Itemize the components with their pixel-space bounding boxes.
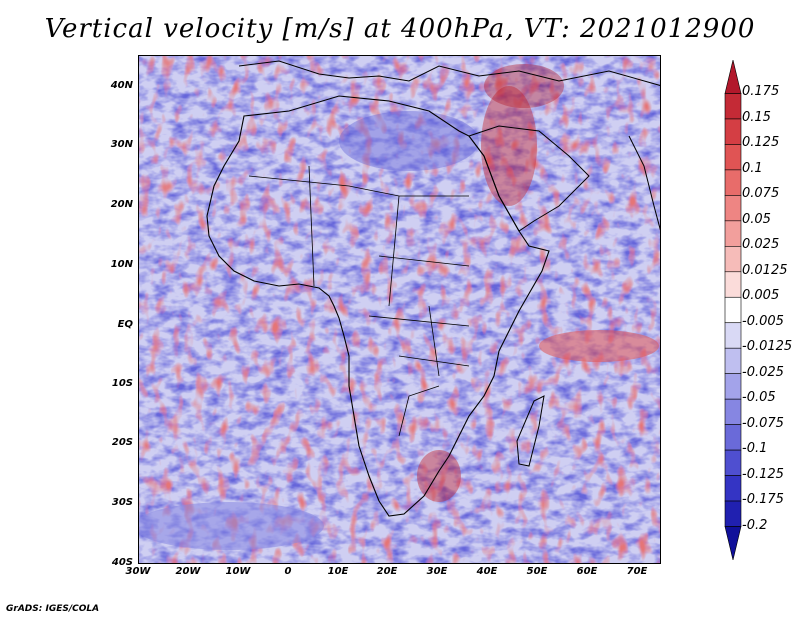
colorbar-swatch — [724, 500, 742, 527]
lon-label-50e: 50E — [526, 566, 548, 577]
ascent-band-indian-ocean — [539, 330, 659, 362]
velocity-field-map — [139, 56, 660, 563]
colorbar-swatch — [724, 296, 742, 324]
lon-label-30e: 30E — [426, 566, 448, 577]
lon-label-40e: 40E — [476, 566, 498, 577]
lat-label-20n: 20N — [110, 199, 133, 210]
colorbar-swatch — [724, 398, 742, 425]
lat-label-40s: 40S — [111, 557, 133, 568]
map-plot-area[interactable] — [138, 55, 661, 564]
colorbar-label: 0.075 — [742, 186, 780, 202]
lon-label-70e: 70E — [626, 566, 648, 577]
colorbar-label: -0.125 — [742, 466, 784, 482]
ascent-core-middle-east — [484, 64, 564, 108]
lat-label-10n: 10N — [110, 259, 133, 270]
colorbar-swatch — [724, 246, 742, 273]
india-coastline — [628, 135, 660, 231]
lon-label-0: 0 — [284, 566, 292, 577]
grads-credit: GrADS: IGES/COLA — [6, 604, 100, 614]
field-noise-texture — [139, 56, 660, 563]
arabia-coastline — [468, 125, 590, 232]
colorbar-label: -0.175 — [742, 492, 784, 508]
colorbar-label: 0.0125 — [742, 262, 788, 278]
lon-label-20w: 20W — [175, 566, 201, 577]
europe-coastline — [238, 60, 660, 86]
colorbar-label: 0.175 — [742, 84, 780, 100]
colorbar-label: -0.005 — [742, 313, 784, 329]
colorbar-label: 0.05 — [742, 211, 771, 227]
colorbar-label: -0.2 — [742, 517, 768, 533]
colorbar-label: 0.1 — [742, 160, 763, 176]
country-borders — [248, 165, 470, 437]
colorbar-swatch — [724, 271, 742, 298]
lat-label-10s: 10S — [111, 378, 133, 389]
lat-label-20s: 20S — [111, 437, 133, 448]
madagascar-coastline — [516, 395, 545, 467]
colorbar-label: 0.15 — [742, 109, 771, 125]
ascent-core-southern-africa — [417, 450, 461, 502]
colorbar-label: -0.025 — [742, 364, 784, 380]
lon-label-10e: 10E — [327, 566, 349, 577]
colorbar-swatch — [724, 475, 742, 502]
colorbar-swatch — [724, 347, 742, 374]
colorbar-swatch — [724, 526, 742, 560]
colorbar-swatch — [724, 169, 742, 196]
lat-label-40n: 40N — [110, 80, 133, 91]
colorbar-label: -0.1 — [742, 441, 768, 457]
descent-core-sahara — [339, 111, 479, 171]
colorbar-swatch — [724, 60, 742, 94]
colorbar-swatch — [724, 449, 742, 476]
colorbar-label: 0.125 — [742, 135, 780, 151]
colorbar-swatch — [724, 93, 742, 120]
descent-band-south-atlantic — [139, 502, 324, 550]
ascent-core-arabia — [481, 86, 537, 206]
colorbar-label: 0.005 — [742, 288, 780, 304]
colorbar — [724, 60, 742, 560]
colorbar-swatch — [724, 195, 742, 222]
lon-label-10w: 10W — [225, 566, 251, 577]
colorbar-label: 0.025 — [742, 237, 780, 253]
colorbar-swatch — [724, 373, 742, 400]
lon-label-20e: 20E — [376, 566, 398, 577]
map-title: Vertical velocity [m/s] at 400hPa, VT: 2… — [44, 14, 756, 44]
colorbar-swatch — [724, 322, 742, 349]
colorbar-swatch — [724, 144, 742, 171]
colorbar-label: -0.05 — [742, 390, 776, 406]
colorbar-swatches — [724, 60, 742, 560]
lon-label-30w: 30W — [125, 566, 151, 577]
colorbar-swatch — [724, 220, 742, 247]
lat-label-30n: 30N — [110, 139, 133, 150]
colorbar-swatch — [724, 118, 742, 145]
lat-label-30s: 30S — [111, 497, 133, 508]
colorbar-label: -0.075 — [742, 415, 784, 431]
colorbar-swatch — [724, 424, 742, 451]
lat-label-eq: EQ — [117, 319, 133, 330]
colorbar-label: -0.0125 — [742, 339, 793, 355]
lon-label-60e: 60E — [576, 566, 598, 577]
